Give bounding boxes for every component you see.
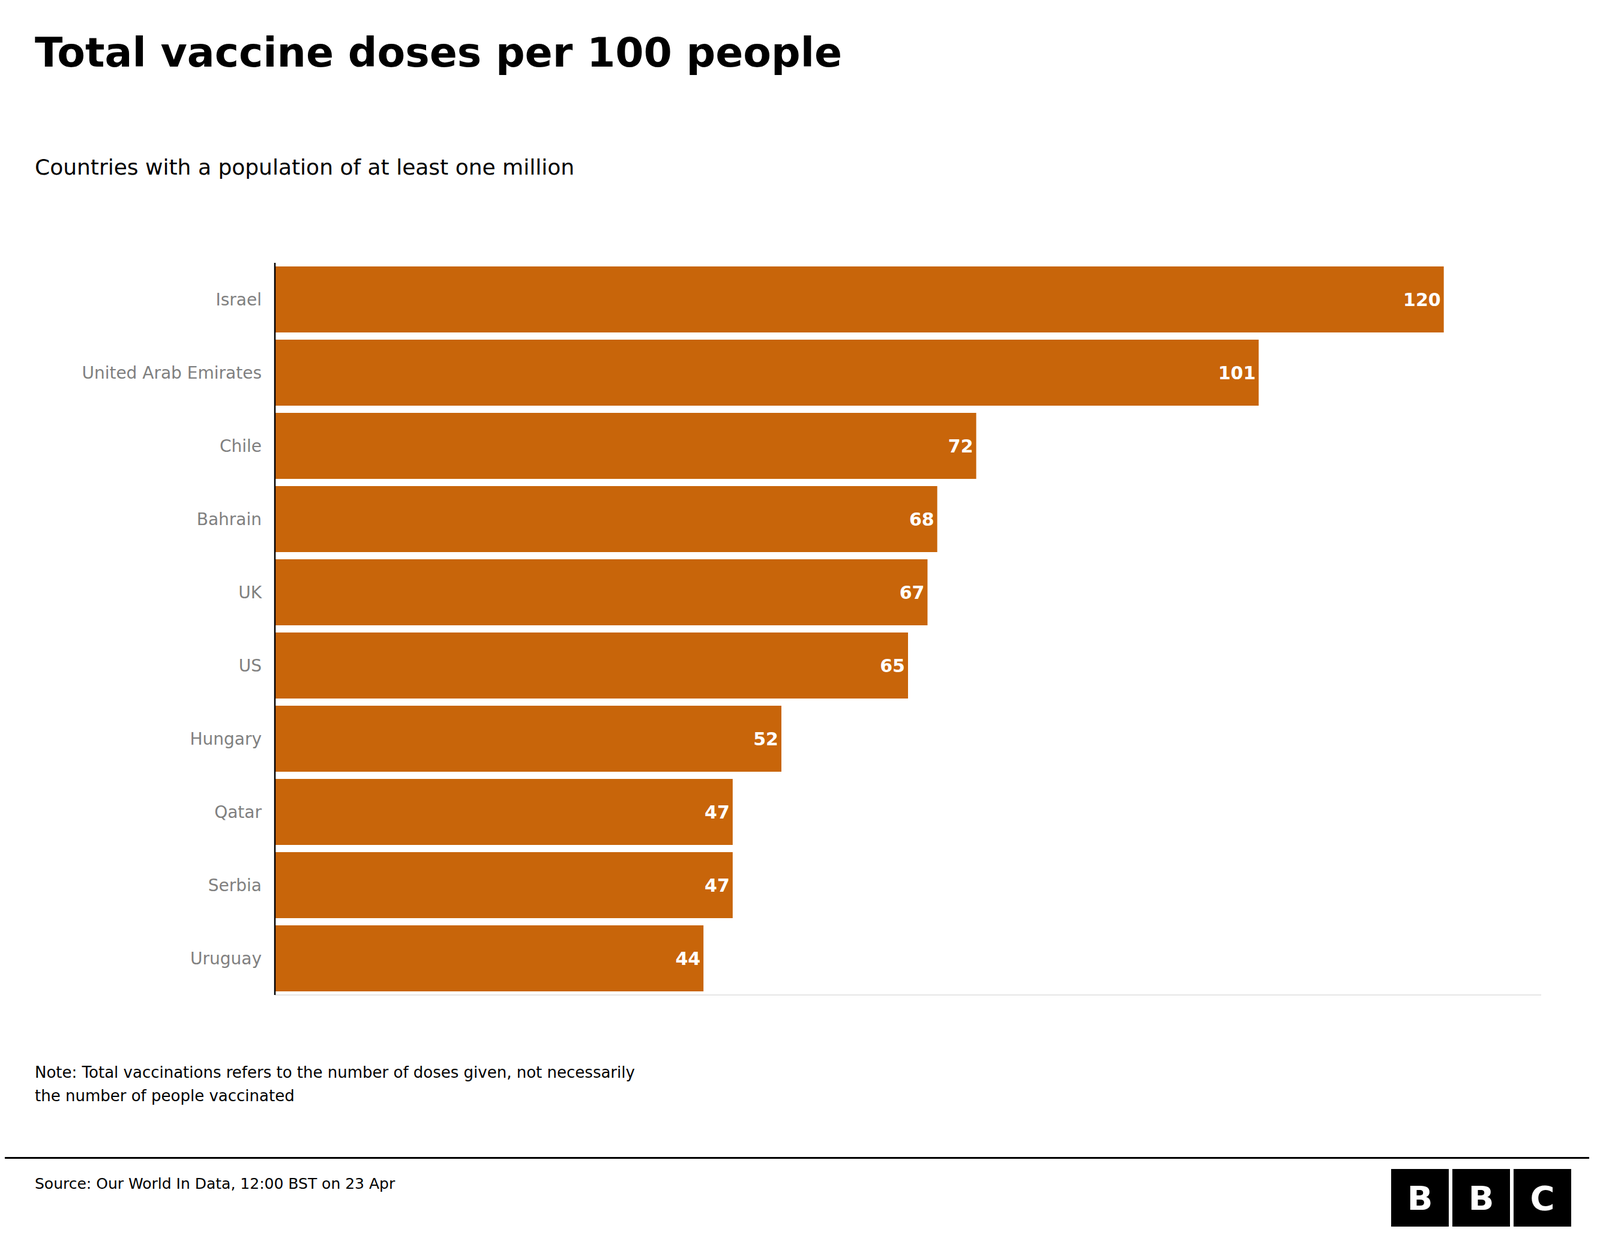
html-text:B: B <box>1468 1178 1494 1218</box>
svg-text:67: 67 <box>899 582 925 604</box>
svg-text:101: 101 <box>1218 362 1257 384</box>
svg-text:Hungary: Hungary <box>189 729 262 749</box>
svg-text:72: 72 <box>948 435 974 457</box>
svg-text:UK: UK <box>238 582 262 603</box>
svg-text:68: 68 <box>909 508 935 530</box>
svg-text:65: 65 <box>879 655 906 677</box>
html-text:Note: Total vaccinations refer: Note: Total vaccinations refers to the n… <box>34 1063 635 1082</box>
svg-text:52: 52 <box>753 728 779 750</box>
html-text:Total vaccine doses per 100 pe: Total vaccine doses per 100 people <box>34 28 843 77</box>
svg-text:Serbia: Serbia <box>208 875 262 896</box>
svg-text:47: 47 <box>704 801 730 823</box>
html-text:the number of people vaccinate: the number of people vaccinated <box>34 1086 295 1105</box>
svg-text:Uruguay: Uruguay <box>190 948 262 969</box>
svg-text:US: US <box>238 655 262 676</box>
html-text:B: B <box>1407 1178 1433 1218</box>
svg-text:Israel: Israel <box>215 289 262 310</box>
svg-text:47: 47 <box>704 875 730 897</box>
html-text:Source: Our World In Data, 12:: Source: Our World In Data, 12:00 BST on … <box>34 1175 396 1193</box>
svg-text:Bahrain: Bahrain <box>196 509 262 530</box>
svg-text:44: 44 <box>675 948 701 970</box>
svg-text:Chile: Chile <box>219 436 262 457</box>
svg-text:United Arab Emirates: United Arab Emirates <box>81 363 262 383</box>
svg-text:Qatar: Qatar <box>214 802 262 823</box>
html-text:C: C <box>1530 1178 1555 1218</box>
html-text:Countries with a population of: Countries with a population of at least … <box>34 154 575 180</box>
svg-text:120: 120 <box>1403 289 1441 311</box>
